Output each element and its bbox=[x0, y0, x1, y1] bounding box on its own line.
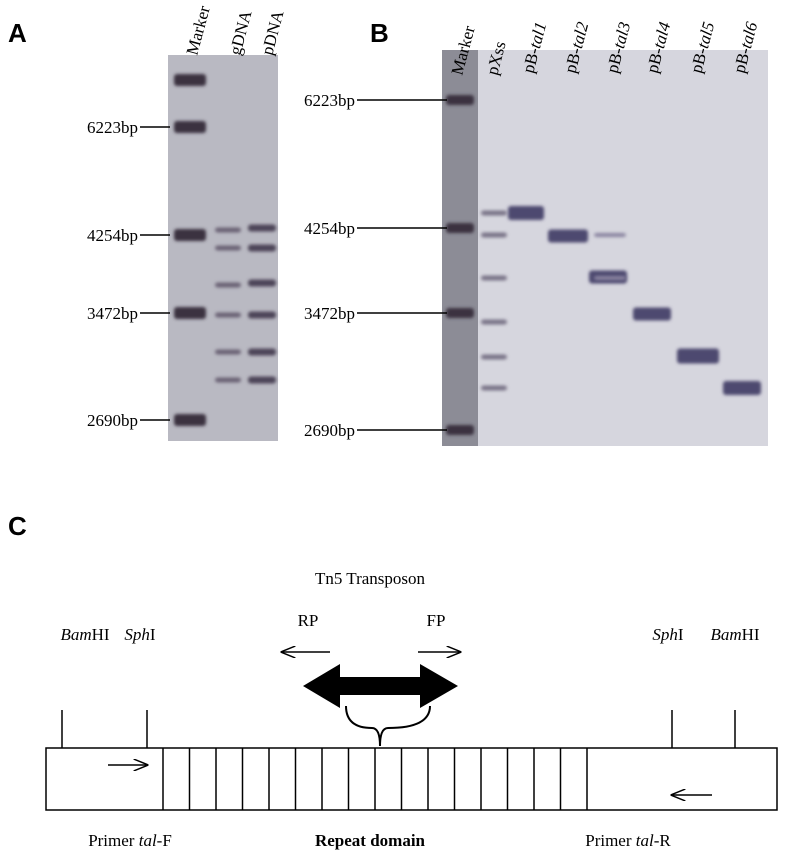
gel-band bbox=[481, 385, 507, 391]
transposon-label: Tn5 Transposon bbox=[315, 569, 426, 588]
marker-label: 4254bp bbox=[304, 219, 355, 238]
lane-label-italic: tal4 bbox=[649, 19, 674, 50]
site-label: BamHI bbox=[710, 625, 759, 644]
gel-band bbox=[677, 348, 719, 364]
gel-band bbox=[248, 376, 276, 384]
gel-band bbox=[446, 95, 474, 105]
gel-band bbox=[248, 279, 276, 287]
site-label: BamHI bbox=[60, 625, 109, 644]
gel-band bbox=[215, 245, 241, 251]
gel-band bbox=[248, 348, 276, 356]
site-label: SphI bbox=[124, 625, 156, 644]
gel-band bbox=[508, 206, 544, 220]
gel-band bbox=[248, 311, 276, 319]
panel-label: B bbox=[370, 18, 389, 48]
gel-band bbox=[215, 349, 241, 355]
diagram bbox=[45, 652, 778, 811]
transposon-arrow bbox=[303, 664, 458, 708]
gel-band bbox=[215, 377, 241, 383]
insertion-bracket bbox=[345, 705, 431, 747]
primer-label: Primer tal-F bbox=[88, 831, 172, 850]
construct-box bbox=[45, 747, 778, 811]
gel-band bbox=[174, 121, 206, 133]
gel-band bbox=[481, 319, 507, 325]
gel-b-marker-lane bbox=[442, 50, 478, 446]
marker-label: 4254bp bbox=[87, 226, 138, 245]
gel-band bbox=[215, 312, 241, 318]
gel-band bbox=[594, 233, 626, 237]
gel-band bbox=[481, 210, 507, 216]
marker-label: 6223bp bbox=[304, 91, 355, 110]
rp-label: RP bbox=[298, 611, 319, 630]
lane-label: pDNA bbox=[258, 8, 288, 57]
marker-label: 2690bp bbox=[87, 411, 138, 430]
gel-band bbox=[248, 224, 276, 232]
gel-band bbox=[215, 282, 241, 288]
gels bbox=[168, 50, 768, 446]
gel-band bbox=[446, 308, 474, 318]
lane-label: gDNA bbox=[226, 8, 256, 57]
panel-label: C bbox=[8, 511, 27, 541]
marker-label: 3472bp bbox=[304, 304, 355, 323]
lane-label-italic: tal2 bbox=[567, 19, 592, 50]
gel-band bbox=[248, 244, 276, 252]
gel-band bbox=[481, 232, 507, 238]
lane-label-italic: tal6 bbox=[736, 19, 761, 50]
panel-label: A bbox=[8, 18, 27, 48]
gel-band bbox=[174, 74, 206, 86]
gel-band bbox=[723, 381, 761, 395]
lane-label-italic: tal5 bbox=[693, 20, 718, 50]
gel-band bbox=[174, 307, 206, 319]
site-label: SphI bbox=[652, 625, 684, 644]
marker-label: 3472bp bbox=[87, 304, 138, 323]
gel-band bbox=[481, 275, 507, 281]
lane-label-italic: tal3 bbox=[609, 20, 634, 50]
marker-label: 6223bp bbox=[87, 118, 138, 137]
gel-band bbox=[481, 354, 507, 360]
gel-band bbox=[174, 414, 206, 426]
gel-band bbox=[446, 425, 474, 435]
fp-label: FP bbox=[427, 611, 446, 630]
repeat-label: Repeat domain bbox=[315, 831, 426, 850]
gel-b bbox=[442, 50, 768, 446]
gel-band bbox=[633, 307, 671, 321]
marker-label: 2690bp bbox=[304, 421, 355, 440]
lane-label: Marker bbox=[183, 3, 214, 57]
primer-label: Primer tal-R bbox=[585, 831, 671, 850]
gel-band bbox=[174, 229, 206, 241]
gel-band bbox=[446, 223, 474, 233]
gel-band bbox=[215, 227, 241, 233]
lane-label-italic: tal1 bbox=[525, 20, 550, 50]
gel-band bbox=[594, 276, 626, 280]
gel-band bbox=[548, 229, 588, 243]
